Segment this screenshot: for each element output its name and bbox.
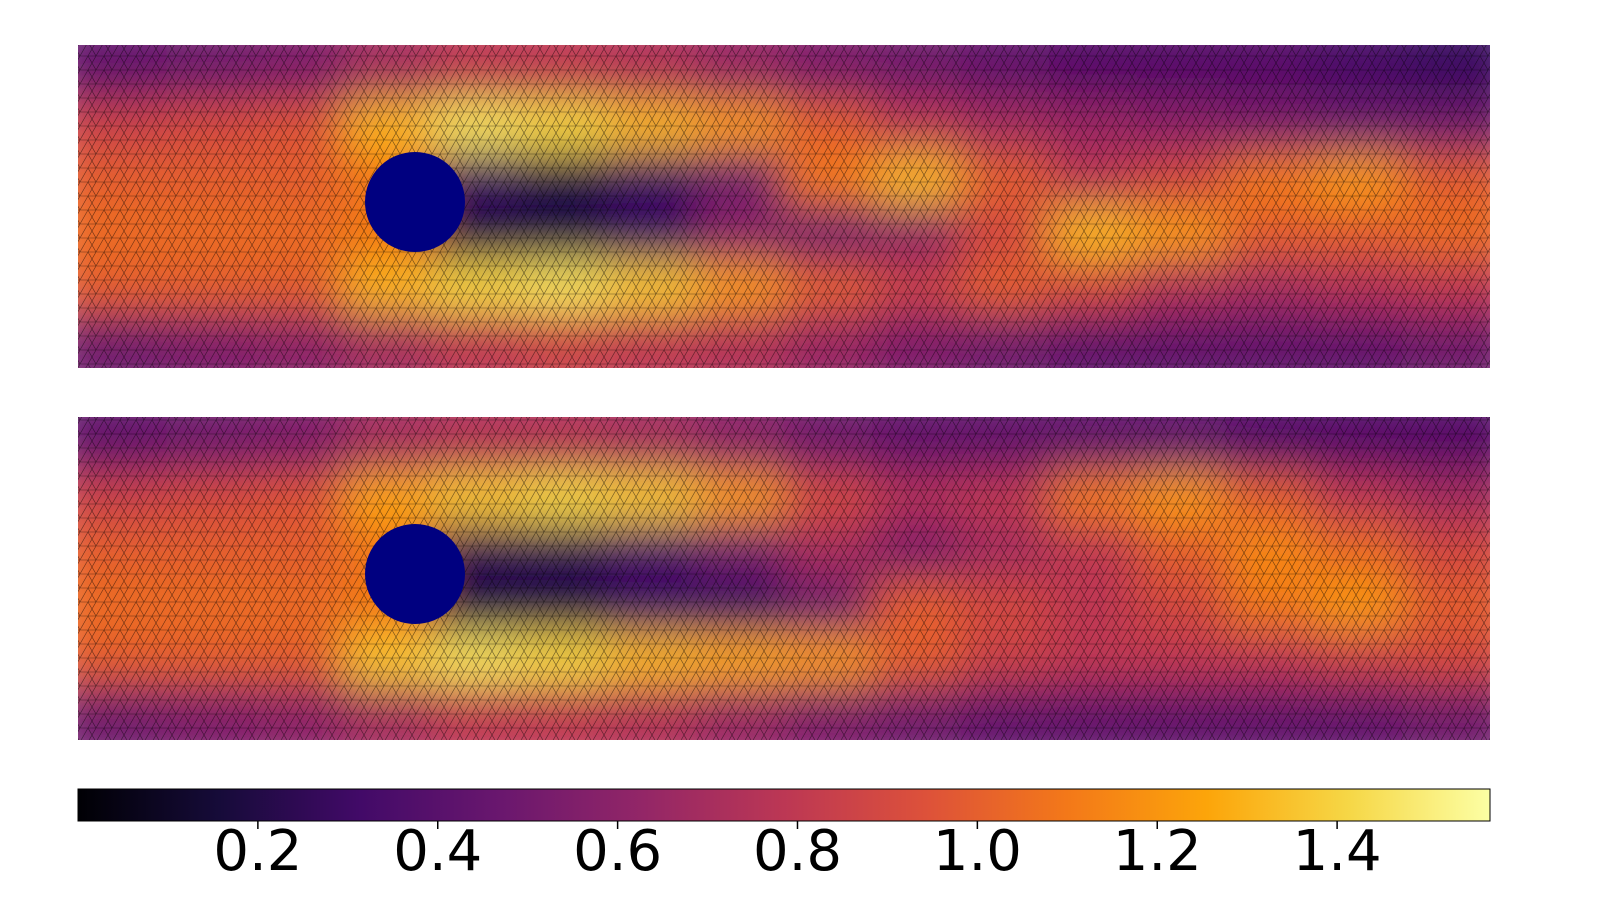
colorbar-tick-label: 1.0 [933,819,1022,884]
colorbar-tick-label: 0.4 [393,819,482,884]
cylinder [365,152,465,252]
colorbar-tick-label: 0.6 [573,819,662,884]
colorbar-tick-label: 0.8 [753,819,842,884]
mesh-overlay [78,417,1490,740]
field-panel [78,45,1490,368]
colorbar-tick-label: 1.4 [1293,819,1382,884]
cylinder [365,524,465,624]
colorbar [77,788,1491,822]
colorbar-tick-label: 0.2 [213,819,302,884]
mesh-overlay [78,45,1490,368]
field-panel [78,417,1490,740]
colorbar-tick-label: 1.2 [1113,819,1202,884]
